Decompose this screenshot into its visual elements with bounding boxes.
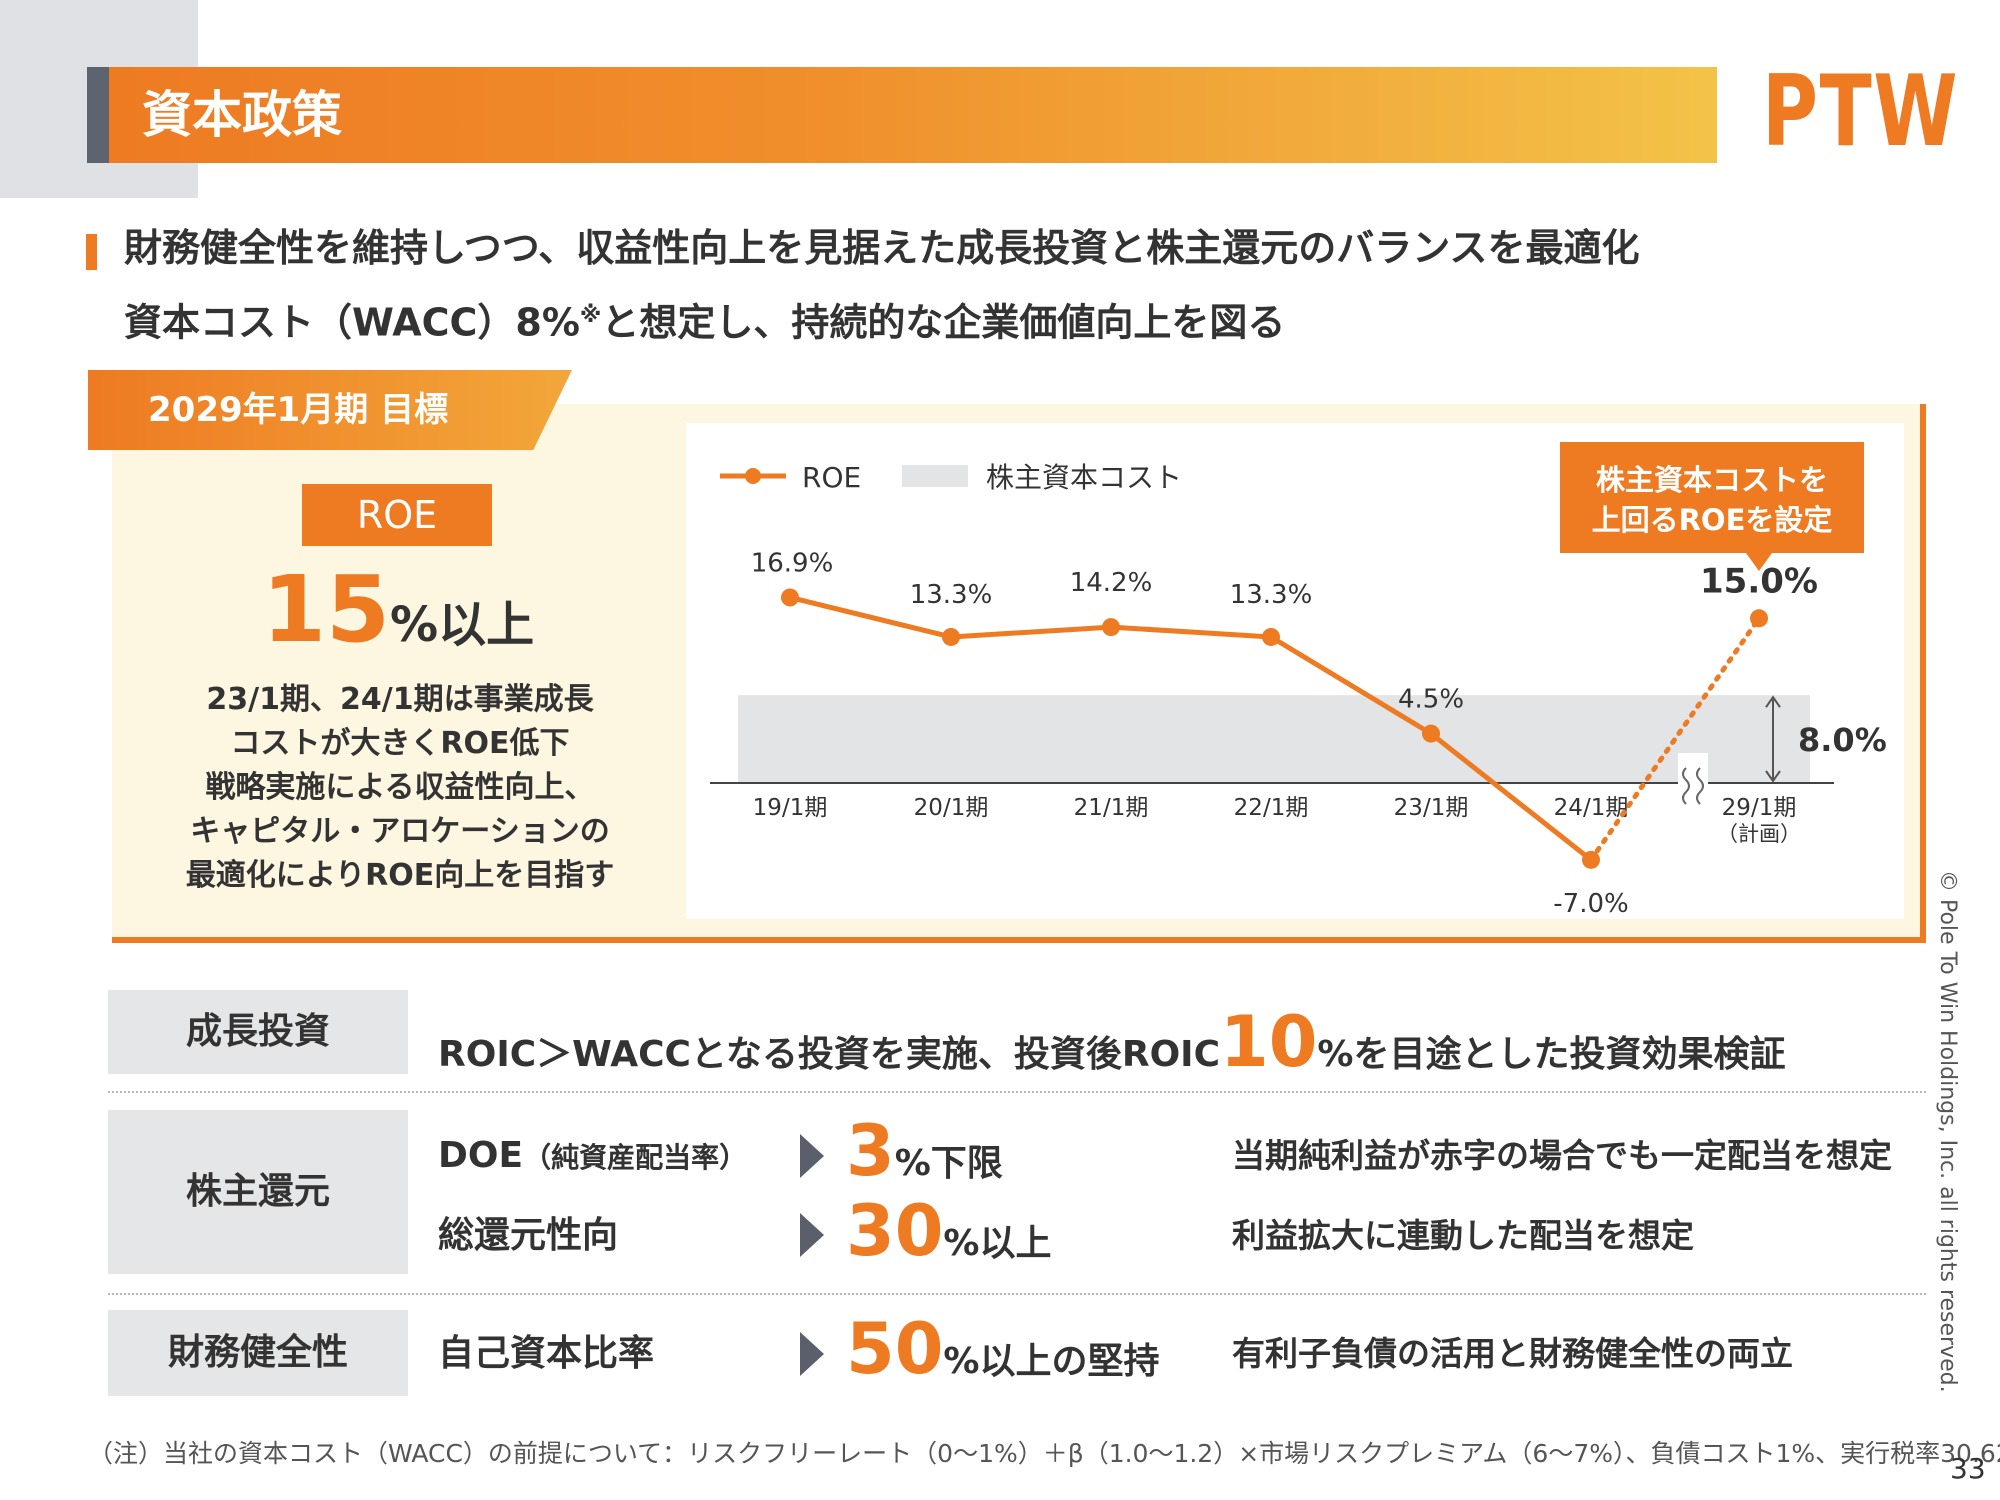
doe-metric: DOE（純資産配当率） (438, 1128, 747, 1186)
doe-sublabel: （純資産配当率） (523, 1141, 748, 1174)
roe-data-label: 4.5% (1398, 685, 1464, 715)
roe-data-label: 16.9% (751, 548, 834, 578)
cost-of-equity-band (738, 695, 1810, 783)
category-growth: 成長投資 (108, 990, 408, 1074)
axis-break-mark (1696, 767, 1704, 805)
headline-line-1: 財務健全性を維持しつつ、収益性向上を見据えた成長投資と株主還元のバランスを最適化 (124, 226, 1640, 270)
roe-data-point (942, 627, 960, 646)
callout-line: 上回るROEを設定 (1592, 503, 1833, 537)
roe-description-line: 23/1期、24/1期は事業成長 (206, 682, 594, 717)
page-number: 33 (1950, 1452, 1986, 1485)
equity-ratio-note: 有利子負債の活用と財務健全性の両立 (1232, 1334, 1793, 1373)
company-logo: PTW (1762, 55, 1960, 169)
panel-border-bottom (112, 937, 1926, 943)
doe-target: 3%下限 (846, 1106, 1003, 1209)
legend-roe-marker (745, 468, 761, 484)
doe-target-unit: %下限 (894, 1143, 1003, 1184)
growth-policy: ROIC＞WACCとなる投資を実施、投資後ROIC10%を目途とした投資効果検証 (438, 1000, 1786, 1097)
payout-target-number: 30 (846, 1190, 944, 1272)
axis-break-mark (1682, 767, 1690, 805)
callout-line: 株主資本コストを (1596, 463, 1828, 497)
title-bar (87, 67, 1717, 163)
doe-label: DOE (438, 1135, 524, 1176)
roe-data-point (1422, 724, 1440, 743)
payout-target-unit: %以上 (943, 1223, 1052, 1264)
panel-border-right (1920, 404, 1926, 943)
equity-ratio-number: 50 (846, 1308, 944, 1390)
roe-data-label: -7.0% (1553, 889, 1628, 919)
roe-data-point (781, 588, 799, 607)
roe-data-label: 13.3% (910, 580, 993, 610)
copyright: © Pole To Win Holdings, Inc. all rights … (1935, 870, 1960, 1393)
headline-line-2-prefix: 資本コスト（WACC）8% (124, 300, 580, 345)
arrow-right-icon (800, 1332, 824, 1376)
roe-description-line: コストが大きくROE低下 (230, 726, 570, 761)
roe-data-label: 14.2% (1070, 568, 1153, 598)
category-shareholder: 株主還元 (108, 1110, 408, 1274)
row-divider (108, 1293, 1926, 1295)
headline-bullet (86, 234, 97, 270)
roe-description-line: キャピタル・アロケーションの (190, 814, 610, 849)
roe-target-value: 15%以上 (262, 560, 534, 686)
roe-data-point (1262, 627, 1280, 646)
roe-chart: ROE 株主資本コスト 8.0% 19/1期 20/1期 21/1期 22/1期 23/1期 2… (710, 442, 1887, 919)
x-tick-sublabel: （計画） (1717, 822, 1801, 846)
legend-cost-swatch (902, 465, 968, 487)
headline-line-2: 資本コスト（WACC）8%※と想定し、持続的な企業価値向上を図る (124, 288, 1285, 351)
target-tag-label: 2029年1月期 目標 (148, 390, 449, 430)
x-tick-label: 22/1期 (1234, 795, 1309, 821)
arrow-right-icon (800, 1134, 824, 1178)
x-tick-label: 21/1期 (1074, 795, 1149, 821)
legend-cost-label: 株主資本コスト (986, 461, 1182, 494)
footnote: （注）当社の資本コスト（WACC）の前提について：リスクフリーレート（0〜1%）… (88, 1439, 2000, 1468)
payout-label: 総還元性向 (438, 1215, 619, 1256)
roe-data-point (1582, 850, 1600, 869)
doe-note: 当期純利益が赤字の場合でも一定配当を想定 (1232, 1136, 1892, 1175)
x-tick-label: 29/1期 (1722, 795, 1797, 821)
growth-text-prefix: ROIC＞WACCとなる投資を実施、投資後ROIC (438, 1034, 1220, 1075)
title-accent (87, 67, 109, 163)
roe-description-line: 最適化によりROE向上を目指す (185, 858, 615, 893)
footnote-mark: ※ (579, 303, 602, 328)
roe-data-point (1102, 618, 1120, 637)
growth-text-suffix: %を目途とした投資効果検証 (1317, 1034, 1786, 1075)
growth-roic-target: 10 (1220, 1001, 1318, 1083)
band-arrow-head-up (1765, 695, 1781, 708)
legend-roe-label: ROE (802, 461, 861, 494)
x-tick-label: 19/1期 (753, 795, 828, 821)
headline-line-2-suffix: と想定し、持続的な企業価値向上を図る (601, 300, 1286, 345)
roe-label-box: ROE (302, 484, 492, 546)
callout-box (1560, 442, 1864, 553)
equity-ratio-target: 50%以上の堅持 (846, 1304, 1160, 1407)
callout-pointer (1746, 553, 1772, 571)
target-tag (88, 370, 572, 450)
roe-data-label: 13.3% (1230, 580, 1313, 610)
roe-data-point (1750, 609, 1768, 628)
equity-ratio-label: 自己資本比率 (438, 1333, 655, 1374)
equity-ratio-unit: %以上の堅持 (943, 1341, 1160, 1382)
roe-series-line (789, 595, 1593, 862)
x-tick-label: 24/1期 (1554, 795, 1629, 821)
x-tick-label: 23/1期 (1394, 795, 1469, 821)
roe-description: 23/1期、24/1期は事業成長 コストが大きくROE低下 戦略実施による収益性… (130, 678, 670, 898)
band-arrow-head-down (1765, 770, 1781, 783)
payout-note: 利益拡大に連動した配当を想定 (1232, 1216, 1694, 1255)
roe-target-unit: %以上 (390, 597, 535, 653)
category-financial: 財務健全性 (108, 1310, 408, 1396)
row-divider (108, 1091, 1926, 1093)
arrow-right-icon (800, 1213, 824, 1257)
doe-target-number: 3 (846, 1110, 895, 1192)
payout-target: 30%以上 (846, 1186, 1052, 1289)
roe-description-line: 戦略実施による収益性向上、 (205, 770, 595, 805)
x-tick-label: 20/1期 (914, 795, 989, 821)
band-value-label: 8.0% (1798, 721, 1887, 759)
roe-target-number: 15 (262, 556, 391, 663)
roe-plan-line (1588, 615, 1762, 863)
page-title: 資本政策 (142, 86, 342, 144)
